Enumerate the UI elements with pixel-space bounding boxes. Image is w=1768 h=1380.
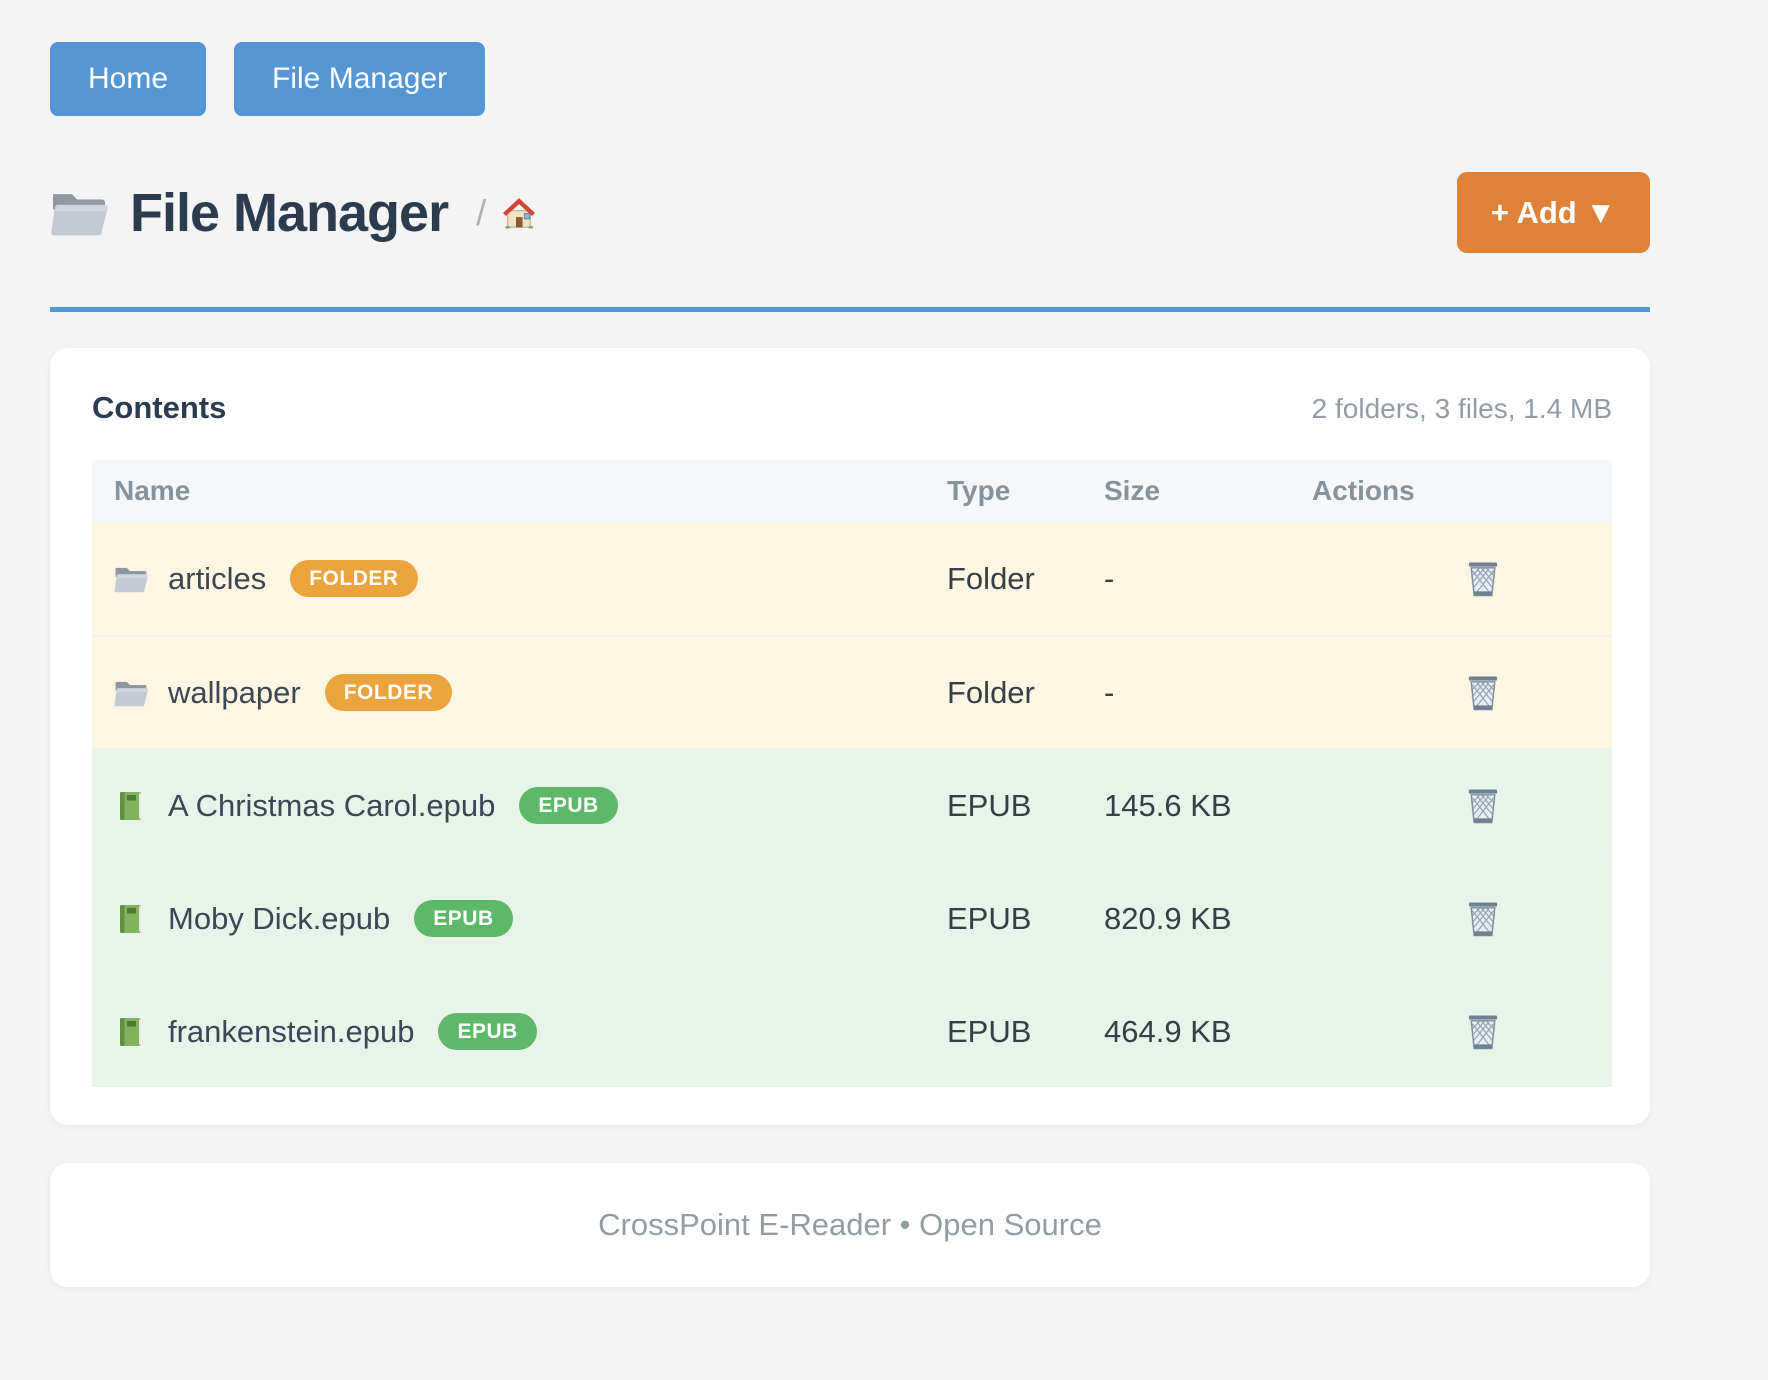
size-value: - [1104,560,1115,596]
size-value: 464.9 KB [1104,1013,1232,1049]
breadcrumb-separator: / [476,191,487,233]
table-header: Name Type Size Actions [92,460,1612,522]
name-cell: Moby Dick.epub EPUB [92,900,947,937]
green-book-icon [114,903,148,935]
column-header-actions: Actions [1312,475,1415,506]
footer-text: CrossPoint E-Reader • Open Source [598,1207,1102,1242]
nav-file-manager-button[interactable]: File Manager [234,42,486,116]
wastebasket-icon [1464,559,1502,599]
file-table: Name Type Size Actions articles FOLDER F… [92,460,1612,1087]
actions-cell [1312,559,1611,599]
green-book-icon [114,790,148,822]
green-book-icon [114,1016,148,1048]
wastebasket-icon [1464,673,1502,713]
table-row: wallpaper FOLDER Folder - [92,635,1612,748]
type-value: EPUB [947,900,1032,936]
size-value: 820.9 KB [1104,900,1232,936]
name-cell: A Christmas Carol.epub EPUB [92,787,947,824]
table-row: A Christmas Carol.epub EPUB EPUB 145.6 K… [92,748,1612,861]
house-icon[interactable] [500,194,538,232]
name-cell: wallpaper FOLDER [92,674,947,711]
table-row: articles FOLDER Folder - [92,522,1612,635]
type-badge: FOLDER [324,674,453,711]
actions-cell [1312,1012,1611,1052]
type-badge: EPUB [519,787,618,824]
delete-button[interactable] [1464,559,1502,599]
wastebasket-icon [1464,899,1502,939]
page-header: File Manager / + Add ▼ [50,172,1650,253]
top-nav: Home File Manager [50,42,1650,116]
title-divider [50,307,1650,312]
file-name[interactable]: Moby Dick.epub [168,900,391,936]
breadcrumb: / [476,192,538,234]
file-name[interactable]: articles [168,560,267,596]
type-badge: EPUB [438,1013,537,1050]
table-row: frankenstein.epub EPUB EPUB 464.9 KB [92,974,1612,1087]
add-button[interactable]: + Add ▼ [1456,172,1650,253]
delete-button[interactable] [1464,1012,1502,1052]
actions-cell [1312,786,1611,826]
name-cell: articles FOLDER [92,560,947,597]
nav-home-button[interactable]: Home [50,42,207,116]
page-title: File Manager [130,182,449,243]
type-value: EPUB [947,787,1032,823]
size-value: 145.6 KB [1104,787,1232,823]
type-badge: EPUB [414,900,513,937]
type-value: Folder [947,674,1035,710]
contents-title: Contents [92,390,227,425]
column-header-type: Type [947,475,1011,506]
delete-button[interactable] [1464,786,1502,826]
file-name[interactable]: wallpaper [168,674,301,710]
table-row: Moby Dick.epub EPUB EPUB 820.9 KB [92,861,1612,974]
folder-icon [114,563,148,595]
actions-cell [1312,673,1611,713]
actions-cell [1312,899,1611,939]
footer: CrossPoint E-Reader • Open Source [50,1163,1650,1287]
wastebasket-icon [1464,786,1502,826]
delete-button[interactable] [1464,899,1502,939]
size-value: - [1104,674,1115,710]
folder-icon [50,187,108,239]
column-header-size: Size [1104,475,1161,506]
delete-button[interactable] [1464,673,1502,713]
name-cell: frankenstein.epub EPUB [92,1013,947,1050]
type-value: EPUB [947,1013,1032,1049]
type-badge: FOLDER [290,560,418,597]
wastebasket-icon [1464,1012,1502,1052]
column-header-name: Name [114,475,191,506]
contents-card: Contents 2 folders, 3 files, 1.4 MB Name… [50,348,1650,1125]
type-value: Folder [947,560,1035,596]
contents-summary: 2 folders, 3 files, 1.4 MB [1311,393,1612,424]
table-body: articles FOLDER Folder - wallpaper FOLDE… [92,522,1612,1087]
folder-icon [114,677,148,709]
file-name[interactable]: A Christmas Carol.epub [168,787,496,823]
file-name[interactable]: frankenstein.epub [168,1013,415,1049]
